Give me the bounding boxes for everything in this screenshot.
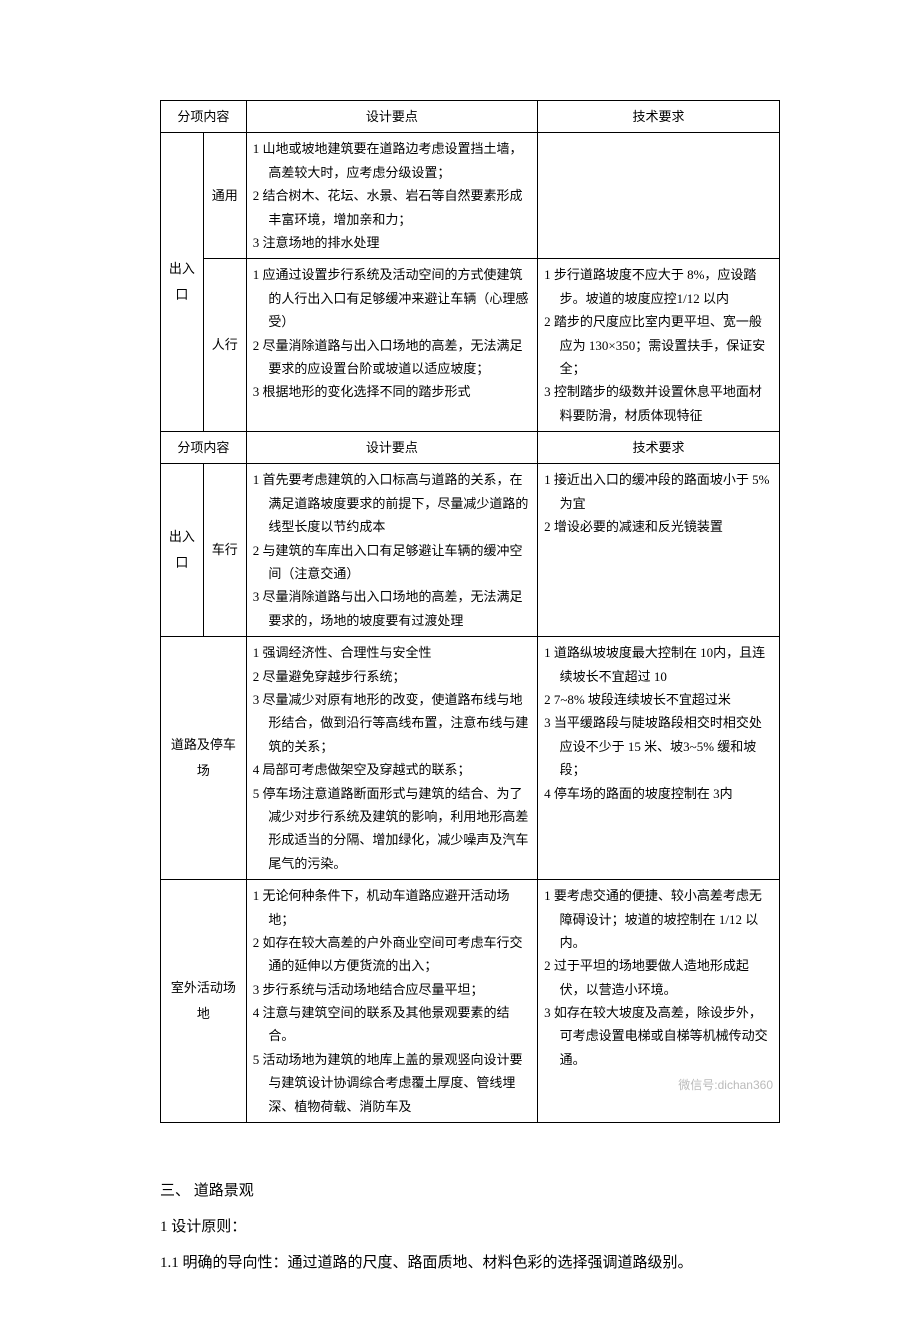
design-table-1: 分项内容 设计要点 技术要求 出入口 通用 1 山地或坡地建筑要在道路边考虑设置… — [160, 100, 780, 1123]
header-req: 技术要求 — [538, 432, 780, 464]
table-header-row: 分项内容 设计要点 技术要求 — [161, 101, 780, 133]
cell-points: 1 无论何种条件下，机动车道路应避开活动场地；2 如存在较大高差的户外商业空间可… — [246, 880, 537, 1123]
cell-sub: 人行 — [203, 259, 246, 432]
cell-sub: 通用 — [203, 133, 246, 259]
table-header-row: 分项内容 设计要点 技术要求 — [161, 432, 780, 464]
table-row: 室外活动场地 1 无论何种条件下，机动车道路应避开活动场地；2 如存在较大高差的… — [161, 880, 780, 1123]
cell-points: 1 强调经济性、合理性与安全性2 尽量避免穿越步行系统；3 尽量减少对原有地形的… — [246, 637, 537, 880]
section-line: 1.1 明确的导向性：通过道路的尺度、路面质地、材料色彩的选择强调道路级别。 — [160, 1245, 780, 1281]
cell-points: 1 山地或坡地建筑要在道路边考虑设置挡土墙，高差较大时，应考虑分级设置；2 结合… — [246, 133, 537, 259]
header-points: 设计要点 — [246, 101, 537, 133]
header-category: 分项内容 — [161, 432, 247, 464]
cell-points: 1 首先要考虑建筑的入口标高与道路的关系，在满足道路坡度要求的前提下，尽量减少道… — [246, 464, 537, 637]
cell-points: 1 应通过设置步行系统及活动空间的方式使建筑的人行出入口有足够缓冲来避让车辆（心… — [246, 259, 537, 432]
header-points: 设计要点 — [246, 432, 537, 464]
table-row: 出入口 车行 1 首先要考虑建筑的入口标高与道路的关系，在满足道路坡度要求的前提… — [161, 464, 780, 637]
cell-category: 出入口 — [161, 133, 204, 432]
cell-req: 1 道路纵坡坡度最大控制在 10内，且连续坡长不宜超过 102 7~8% 坡段连… — [538, 637, 780, 880]
cell-category: 室外活动场地 — [161, 880, 247, 1123]
table-row: 道路及停车场 1 强调经济性、合理性与安全性2 尽量避免穿越步行系统；3 尽量减… — [161, 637, 780, 880]
section-title: 三、 道路景观 — [160, 1173, 780, 1209]
cell-category: 道路及停车场 — [161, 637, 247, 880]
cell-req — [538, 133, 780, 259]
section-line: 1 设计原则： — [160, 1209, 780, 1245]
cell-req: 1 接近出入口的缓冲段的路面坡小于 5% 为宜2 增设必要的减速和反光镜装置 — [538, 464, 780, 637]
cell-req: 1 要考虑交通的便捷、较小高差考虑无障碍设计；坡道的坡控制在 1/12 以内。2… — [538, 880, 780, 1123]
document-page: 分项内容 设计要点 技术要求 出入口 通用 1 山地或坡地建筑要在道路边考虑设置… — [0, 0, 920, 1341]
table-row: 人行 1 应通过设置步行系统及活动空间的方式使建筑的人行出入口有足够缓冲来避让车… — [161, 259, 780, 432]
cell-category: 出入口 — [161, 464, 204, 637]
cell-req: 1 步行道路坡度不应大于 8%，应设踏步。坡道的坡度应控1/12 以内2 踏步的… — [538, 259, 780, 432]
section-text: 三、 道路景观 1 设计原则： 1.1 明确的导向性：通过道路的尺度、路面质地、… — [160, 1173, 780, 1281]
watermark-text: 微信号:dichan360 — [544, 1075, 773, 1097]
table-row: 出入口 通用 1 山地或坡地建筑要在道路边考虑设置挡土墙，高差较大时，应考虑分级… — [161, 133, 780, 259]
header-category: 分项内容 — [161, 101, 247, 133]
cell-sub: 车行 — [203, 464, 246, 637]
header-req: 技术要求 — [538, 101, 780, 133]
